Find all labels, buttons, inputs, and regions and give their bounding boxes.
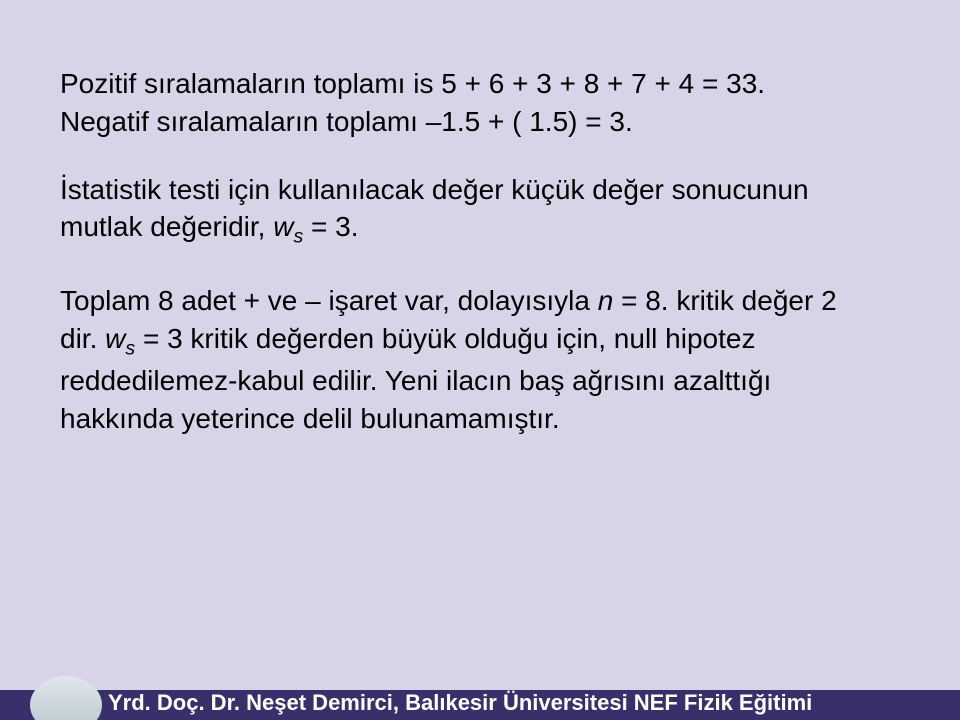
footer-ornament <box>30 676 102 720</box>
p3-pre: Toplam 8 adet + ve – işaret var, dolayıs… <box>60 285 598 316</box>
p3-w: w <box>105 323 125 354</box>
p2-pre: İstatistik testi için kullanılacak değer… <box>60 174 809 243</box>
p2-s: s <box>293 226 303 248</box>
p2-post: = 3. <box>303 211 358 242</box>
p3-n: n <box>598 285 614 316</box>
p3-post2: = 3 kritik değerden büyük olduğu için, n… <box>60 323 771 434</box>
slide-body: Pozitif sıralamaların toplamı is 5 + 6 +… <box>60 65 880 438</box>
p3-s: s <box>125 338 135 360</box>
footer-text: Yrd. Doç. Dr. Neşet Demirci, Balıkesir Ü… <box>108 690 812 716</box>
p1-line1: Pozitif sıralamaların toplamı is 5 + 6 +… <box>60 68 765 99</box>
paragraph-3: Toplam 8 adet + ve – işaret var, dolayıs… <box>60 282 880 437</box>
p1-line2-pre: Negatif sıralamaların toplamı <box>60 106 426 137</box>
p2-w: w <box>273 211 293 242</box>
p1-line2-post: 1.5 + ( 1.5) = 3. <box>441 106 632 137</box>
footer: Yrd. Doç. Dr. Neşet Demirci, Balıkesir Ü… <box>0 672 960 720</box>
paragraph-1: Pozitif sıralamaların toplamı is 5 + 6 +… <box>60 65 880 141</box>
paragraph-2: İstatistik testi için kullanılacak değer… <box>60 171 880 251</box>
